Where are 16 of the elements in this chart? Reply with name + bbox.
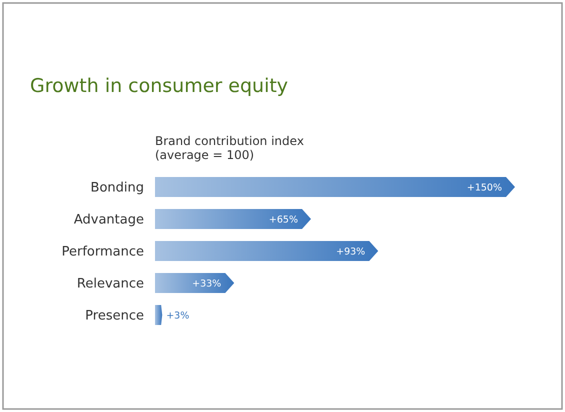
chart-title: Growth in consumer equity (30, 75, 288, 97)
chart-subtitle: Brand contribution index (average = 100) (155, 134, 304, 162)
y-tick-label: Presence (85, 308, 144, 324)
data-label: +65% (268, 214, 298, 226)
bar (155, 273, 234, 293)
y-tick-label: Advantage (74, 212, 144, 228)
bar (155, 209, 311, 229)
bar (155, 241, 378, 261)
data-label: +33% (192, 278, 222, 290)
data-label: +3% (166, 310, 190, 322)
y-tick-label: Bonding (90, 180, 144, 196)
bar (155, 177, 515, 197)
data-label: +93% (336, 246, 366, 258)
data-label: +150% (466, 182, 502, 194)
y-tick-label: Relevance (76, 276, 144, 292)
y-tick-label: Performance (62, 244, 144, 260)
